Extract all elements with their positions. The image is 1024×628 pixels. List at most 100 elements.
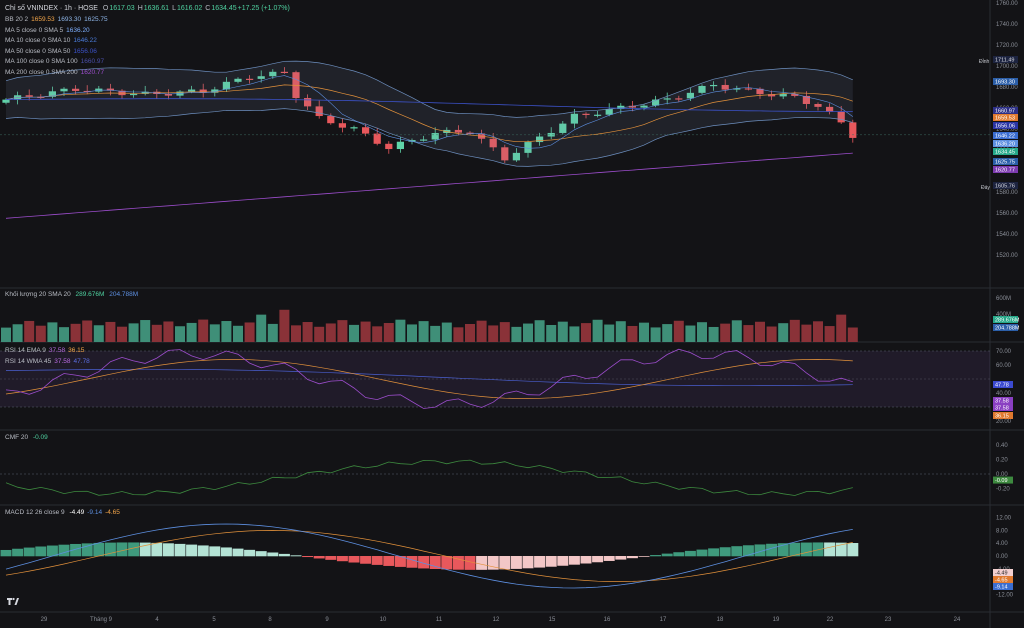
candle: [269, 71, 277, 77]
volume-badge: [993, 324, 1018, 331]
candle: [675, 98, 683, 100]
volume-bar: [581, 323, 591, 342]
macd-histogram-bar: [835, 542, 847, 557]
cmf-line: [5, 459, 853, 496]
macd-histogram-bar: [708, 548, 720, 557]
volume-bar: [708, 326, 719, 342]
symbol-title[interactable]: Chỉ số VNINDEX · 1h · HOSE: [5, 5, 98, 12]
volume-bar: [105, 321, 116, 342]
macd-histogram-bar: [139, 542, 151, 557]
cmf-label[interactable]: CMF 20: [5, 434, 29, 441]
macd-histogram-bar: [162, 543, 174, 557]
candle: [489, 138, 497, 148]
volume-bar: [441, 322, 452, 342]
indicator-label: MA 10 close 0 SMA 10: [5, 37, 71, 44]
candle: [779, 94, 787, 97]
time-axis-label: 22: [827, 617, 834, 623]
price-tick-label: 1540.00: [996, 232, 1018, 238]
candle: [744, 88, 752, 90]
volume-bar: [673, 320, 684, 342]
rsi-label-2[interactable]: RSI 14 WMA 45: [5, 357, 52, 365]
candle: [60, 88, 68, 92]
macd-histogram-bar: [824, 542, 836, 557]
volume-bar: [488, 325, 499, 342]
candle: [338, 123, 346, 128]
candle: [2, 99, 10, 103]
price-badge: [993, 114, 1018, 121]
price-badge: [993, 78, 1018, 85]
volume-bar: [778, 323, 789, 342]
volume-bar: [557, 321, 568, 342]
candle: [663, 98, 671, 100]
volume-bar: [175, 326, 185, 342]
macd-histogram-bar: [23, 547, 35, 557]
macd-signal-line: [5, 530, 853, 582]
time-axis-label: 15: [549, 617, 556, 623]
candle: [420, 139, 428, 141]
ohlc-key: C: [205, 5, 211, 12]
volume-bar: [337, 320, 348, 342]
price-badge-label: 1646.22: [995, 134, 1015, 140]
price-badge-label: 1656.06: [995, 124, 1015, 130]
candle: [756, 88, 764, 95]
volume-bar: [453, 327, 464, 342]
price-badge: [993, 166, 1018, 173]
price-tick-label: 1560.00: [996, 211, 1018, 217]
candle: [83, 90, 91, 93]
price-badge: [993, 140, 1018, 147]
volume-bar: [35, 325, 46, 342]
indicator-row[interactable]: MA 100 close 0 SMA 100 1660.97: [5, 57, 108, 68]
volume-bar: [766, 326, 777, 342]
price-tick-label: 1700.00: [996, 64, 1018, 70]
macd-histogram-bar: [800, 542, 812, 557]
macd-histogram-bar: [220, 547, 232, 557]
time-axis-label: 17: [660, 617, 667, 623]
indicator-row[interactable]: MA 50 close 0 SMA 50 1656.06: [5, 47, 108, 58]
rsi-value: 37.58: [54, 357, 71, 365]
indicator-row[interactable]: BB 20 2 1659.53 1693.30 1625.75: [5, 15, 108, 26]
indicator-value: 1693.30: [57, 16, 82, 23]
price-badge: [993, 158, 1018, 165]
time-axis-label: 16: [604, 617, 611, 623]
volume-bar: [650, 327, 661, 342]
indicator-row[interactable]: MA 10 close 0 SMA 10 1646.22: [5, 36, 108, 47]
macd-label[interactable]: MACD 12 26 close 9: [5, 509, 65, 516]
price-tick-label: 1520.00: [996, 253, 1018, 259]
volume-bar: [395, 319, 406, 342]
candle: [396, 141, 404, 150]
indicator-row[interactable]: MA 5 close 0 SMA 5 1636.20: [5, 26, 108, 37]
volume-bar: [430, 325, 441, 342]
macd-histogram-bar: [441, 556, 453, 570]
volume-label[interactable]: Khối lượng 20 SMA 20: [5, 291, 71, 298]
price-tick-label: 1680.00: [996, 85, 1018, 91]
macd-line: [5, 523, 853, 589]
rsi-value: 37.58: [48, 347, 66, 354]
volume-bar: [685, 325, 696, 342]
macd-tick: 12.00: [996, 516, 1012, 522]
macd-histogram-bar: [452, 556, 464, 570]
candle: [385, 143, 393, 150]
macd-value: -4.65: [105, 509, 120, 516]
cmf-badge-label: -0.09: [995, 478, 1008, 484]
cmf-value: -0.09: [32, 434, 48, 441]
ohlc-value: 1634.45: [211, 5, 237, 12]
candle: [188, 89, 196, 92]
tradingview-logo-icon[interactable]: [6, 596, 20, 606]
volume-bar: [12, 324, 23, 342]
volume-bar: [755, 321, 765, 342]
rsi-label-1[interactable]: RSI 14 EMA 9: [5, 347, 46, 354]
macd-badge-label: -9.14: [995, 585, 1008, 591]
volume-bar: [256, 314, 267, 342]
indicator-row[interactable]: MA 200 close 0 SMA 200 1620.77: [5, 68, 108, 79]
macd-histogram-bar: [476, 556, 488, 570]
macd-histogram-bar: [580, 556, 592, 564]
volume-bar: [117, 326, 127, 342]
volume-legend: Khối lượng 20 SMA 20 289.676M 204.788M: [5, 290, 138, 301]
candle: [640, 105, 648, 108]
bollinger-upper: [5, 60, 853, 118]
volume-bar: [70, 323, 81, 342]
macd-badge: [993, 583, 1013, 590]
volume-value-2: 204.788M: [109, 291, 139, 298]
